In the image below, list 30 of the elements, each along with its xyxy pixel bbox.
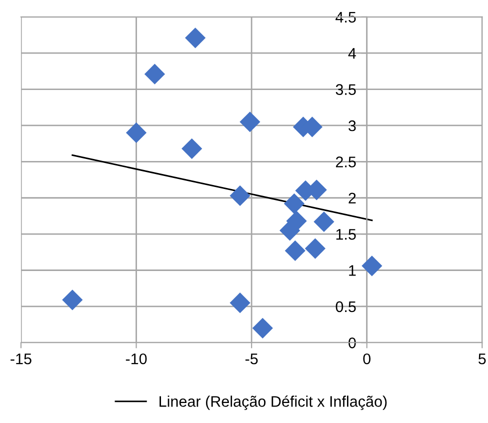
point: [304, 238, 326, 259]
point: [280, 220, 300, 241]
x-tick-label: -5: [245, 354, 258, 364]
point: [314, 211, 334, 232]
x-tick-label: 5: [478, 354, 486, 364]
point: [182, 138, 202, 159]
x-tick-label: -15: [10, 354, 32, 364]
point: [126, 122, 147, 144]
point: [62, 290, 83, 310]
point: [144, 64, 166, 84]
y-tick-label: 4: [348, 48, 356, 59]
point: [230, 292, 250, 314]
point: [240, 112, 260, 132]
point: [284, 240, 306, 262]
y-tick-label: 3: [348, 120, 356, 132]
legend-label: Linear (Relação Déficit x Inflação): [160, 395, 387, 410]
y-tick-label: 1: [349, 265, 356, 276]
x-tick-label: -10: [126, 353, 147, 364]
point: [362, 256, 382, 276]
y-tick-label: 0: [348, 338, 356, 348]
y-tick-label: 2.5: [336, 156, 356, 168]
y-tick-label: 0.5: [336, 301, 356, 312]
point: [185, 28, 206, 48]
point: [252, 318, 273, 338]
point: [230, 185, 250, 206]
point: [284, 193, 305, 214]
x-tick-label: 0: [363, 353, 371, 364]
y-tick-label: 3.5: [336, 84, 356, 95]
y-tick-label: 1.5: [336, 229, 356, 240]
y-tick-label: 2: [348, 192, 356, 204]
